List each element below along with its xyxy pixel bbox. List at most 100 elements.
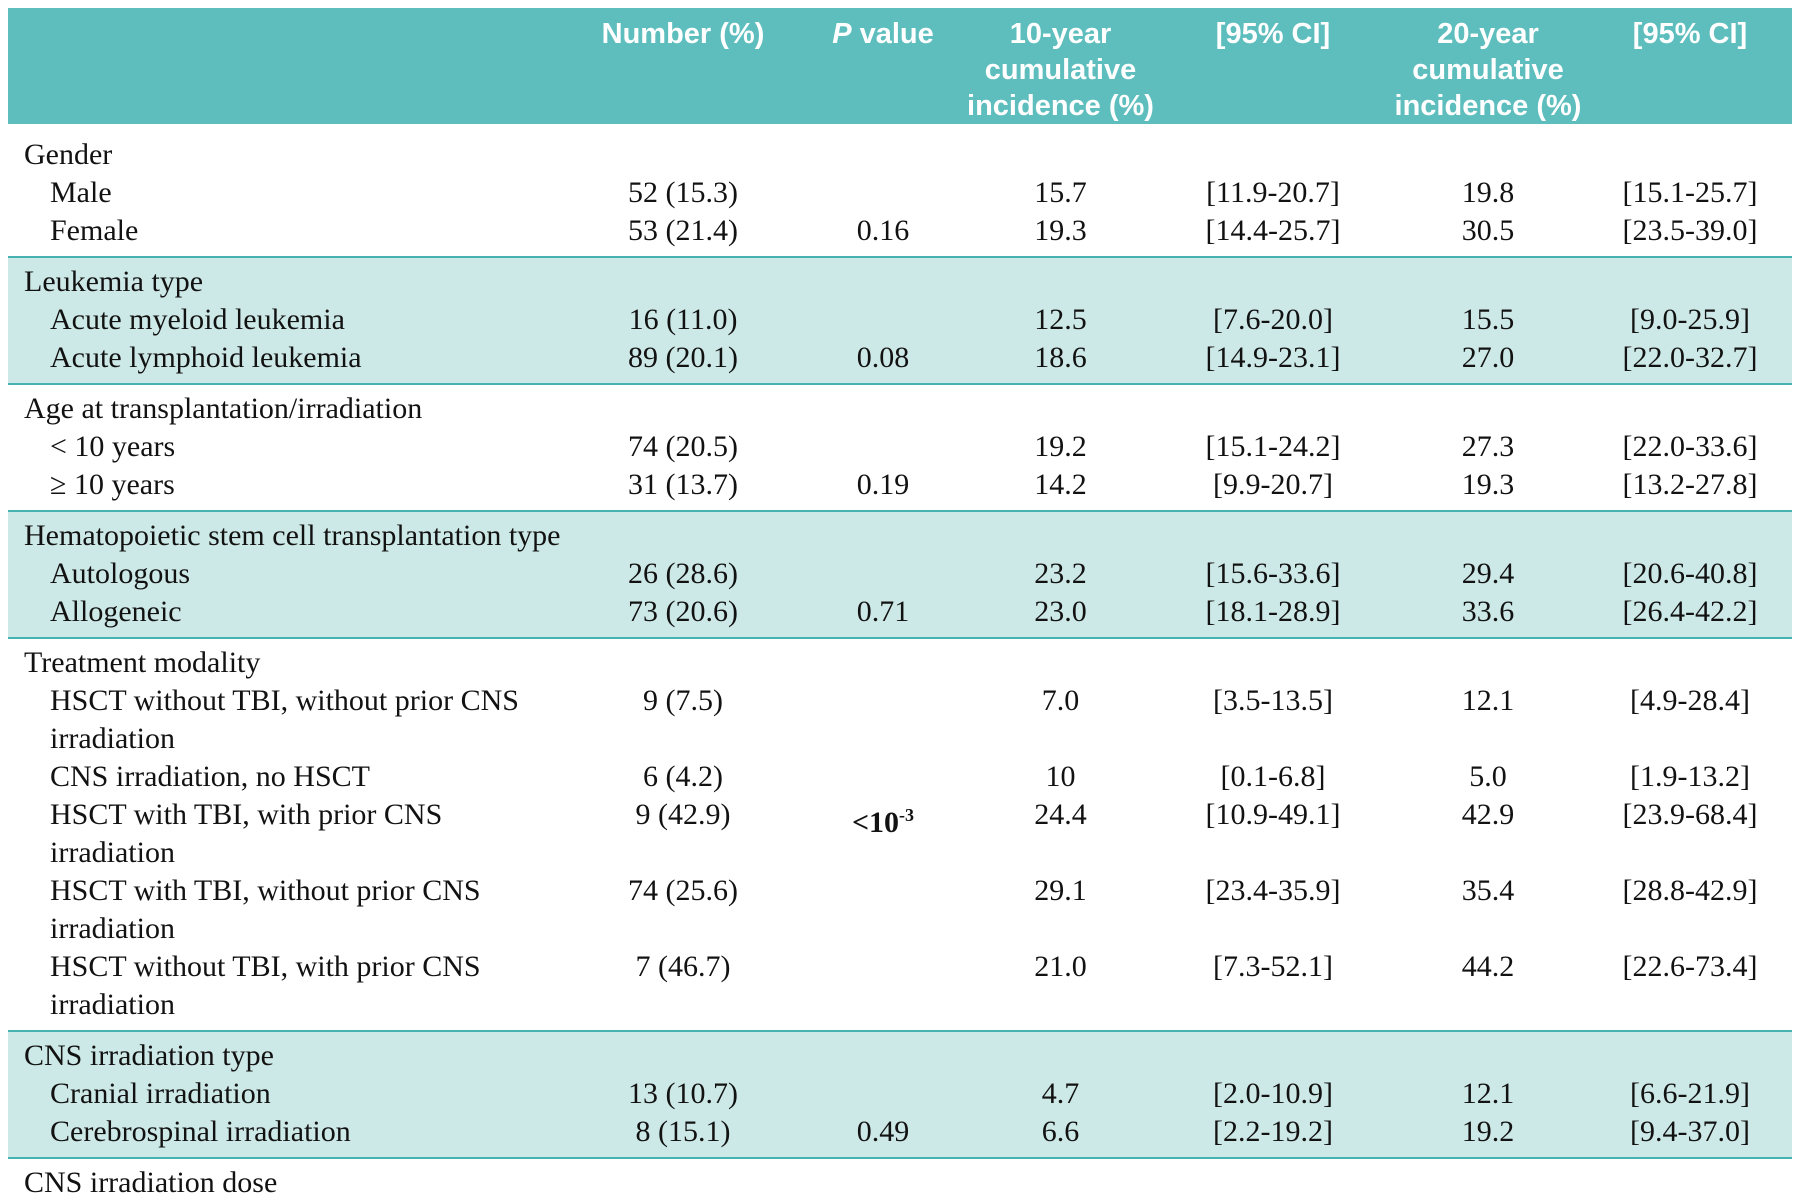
header-p-italic: P (832, 18, 852, 50)
group-label-row: Gender (8, 136, 1792, 174)
table-row: Cerebrospinal irradiation 8 (15.1) 0.49 6.6… (8, 1113, 1792, 1151)
group-label-row: Leukemia type (8, 263, 1792, 301)
table-section: CNS irradiation type Cranial irradiation 1… (8, 1030, 1792, 1159)
cell-number: 8 (15.1) (635, 1115, 731, 1148)
table-row: Female 53 (21.4) 0.16 19.3 [14.4-25.7] 30.5 [2… (8, 212, 1792, 250)
cell-p-value: <10-3 (851, 805, 915, 839)
row-label: Autologous (50, 557, 191, 590)
cell-incidence-10y: 14.2 (1034, 468, 1087, 501)
group-label: Hematopoietic stem cell transplantation … (24, 519, 561, 552)
cell-incidence-10y: 19.3 (1034, 214, 1087, 247)
table-section: Age at transplantation/irradiation < 10 y… (8, 385, 1792, 510)
cell-ci-20y: [22.0-33.6] (1622, 430, 1758, 463)
cell-p-value: 0.71 (856, 595, 910, 628)
group-label: Age at transplantation/irradiation (24, 392, 423, 425)
cell-p-value: 0.08 (856, 341, 910, 374)
table-row: Acute myeloid leukemia 16 (11.0) 12.5 [7.6-… (8, 301, 1792, 339)
cell-p-value (803, 301, 963, 339)
cell-number: 74 (20.5) (628, 430, 738, 463)
cell-incidence-20y: 5.0 (1469, 760, 1507, 793)
cell-ci-20y: [26.4-42.2] (1622, 595, 1758, 628)
cell-number: 6 (4.2) (643, 760, 723, 793)
row-label: HSCT without TBI, without prior CNS irra… (50, 684, 519, 755)
cell-incidence-10y: 10 (1045, 760, 1076, 793)
cell-ci-20y: [22.0-32.7] (1622, 341, 1758, 374)
table-row: HSCT without TBI, without prior CNS irra… (8, 682, 1792, 758)
cell-incidence-20y: 35.4 (1461, 874, 1515, 907)
cell-incidence-10y: 4.7 (1041, 1077, 1080, 1110)
table-row: ≥ 10 years 31 (13.7) 0.19 14.2 [9.9-20.7] 19.… (8, 466, 1792, 504)
cell-incidence-10y: 7.0 (1041, 684, 1080, 717)
table-row: < 10 years 74 (20.5) 19.2 [15.1-24.2] 27.3 [2… (8, 428, 1792, 466)
cell-number: 52 (15.3) (628, 176, 738, 209)
cell-number: 26 (28.6) (628, 557, 738, 590)
group-label: Gender (24, 138, 113, 171)
table-section: Leukemia type Acute myeloid leukemia 16 (1… (8, 256, 1792, 385)
cell-number: 73 (20.6) (628, 595, 738, 628)
table-section: Hematopoietic stem cell transplantation … (8, 510, 1792, 639)
header-p-value: P value (803, 16, 963, 124)
cell-ci-10y: [2.0-10.9] (1213, 1077, 1333, 1110)
table-row: Autologous 26 (28.6) 23.2 [15.6-33.6] 29.4 [2… (8, 555, 1792, 593)
row-label: < 10 years (50, 430, 176, 463)
cell-number: 16 (11.0) (628, 303, 738, 336)
cell-ci-20y: [15.1-25.7] (1622, 176, 1758, 209)
cell-p-value: 0.16 (856, 214, 910, 247)
table-row: Acute lymphoid leukemia 89 (20.1) 0.08 18.6… (8, 339, 1792, 377)
header-number: Number (%) (601, 18, 765, 50)
row-label: HSCT with TBI, with prior CNS irradiatio… (50, 798, 443, 869)
cell-p-value (803, 758, 963, 796)
cell-number: 53 (21.4) (628, 214, 738, 247)
cell-incidence-20y: 15.5 (1461, 303, 1515, 336)
header-20y-incidence: 20-year cumulative incidence (%) (1394, 18, 1582, 122)
cell-ci-20y: [6.6-21.9] (1630, 1077, 1750, 1110)
header-p-rest: value (851, 18, 934, 50)
cell-ci-20y: [20.6-40.8] (1622, 557, 1758, 590)
cell-ci-10y: [15.1-24.2] (1205, 430, 1341, 463)
cell-ci-10y: [7.6-20.0] (1213, 303, 1333, 336)
cell-incidence-10y: 24.4 (1034, 798, 1087, 831)
cell-p-value (803, 1075, 963, 1113)
table-row: HSCT without TBI, with prior CNS irradia… (8, 948, 1792, 1024)
cell-p-value (803, 174, 963, 212)
table-section: Gender Male 52 (15.3) 15.7 [11.9-20.7] 19.8 [1… (8, 124, 1792, 256)
row-label: HSCT with TBI, without prior CNS irradia… (50, 874, 481, 945)
cell-incidence-20y: 27.0 (1461, 341, 1515, 374)
cell-incidence-20y: 44.2 (1461, 950, 1515, 983)
row-label: CNS irradiation, no HSCT (50, 760, 370, 793)
cell-number: 74 (25.6) (628, 874, 738, 907)
table-row: HSCT with TBI, with prior CNS irradiatio… (8, 796, 1792, 872)
cell-ci-10y: [14.9-23.1] (1205, 341, 1341, 374)
group-label-row: CNS irradiation dose (8, 1164, 1792, 1197)
cell-ci-10y: [2.2-19.2] (1213, 1115, 1333, 1148)
cell-number: 89 (20.1) (628, 341, 738, 374)
cell-ci-20y: [9.0-25.9] (1630, 303, 1750, 336)
group-label: Leukemia type (24, 265, 204, 298)
cell-ci-10y: [11.9-20.7] (1206, 176, 1340, 209)
group-label-row: Treatment modality (8, 644, 1792, 682)
cell-ci-20y: [4.9-28.4] (1630, 684, 1750, 717)
cell-incidence-20y: 19.3 (1461, 468, 1515, 501)
row-label: Male (50, 176, 112, 209)
cell-number: 31 (13.7) (628, 468, 738, 501)
cell-p-value (803, 948, 963, 1024)
cell-ci-10y: [9.9-20.7] (1213, 468, 1333, 501)
cell-p-value (803, 872, 963, 948)
cell-p-value (803, 428, 963, 466)
group-label-row: Hematopoietic stem cell transplantation … (8, 517, 1792, 555)
header-variable-column (8, 16, 563, 124)
cell-ci-10y: [3.5-13.5] (1213, 684, 1333, 717)
cell-ci-10y: [10.9-49.1] (1205, 798, 1341, 831)
row-label: Cerebrospinal irradiation (50, 1115, 351, 1148)
table-row: Cranial irradiation 13 (10.7) 4.7 [2.0-10.9… (8, 1075, 1792, 1113)
group-label: CNS irradiation dose (24, 1166, 278, 1197)
cell-number: 9 (42.9) (635, 798, 731, 831)
cell-incidence-10y: 19.2 (1034, 430, 1087, 463)
row-label: Acute lymphoid leukemia (50, 341, 362, 374)
header-95ci-20y: [95% CI] (1632, 18, 1748, 50)
table-row: CNS irradiation, no HSCT 6 (4.2) 10 [0.1-6.… (8, 758, 1792, 796)
row-label: Cranial irradiation (50, 1077, 271, 1110)
cell-incidence-10y: 12.5 (1034, 303, 1087, 336)
row-label: HSCT without TBI, with prior CNS irradia… (50, 950, 481, 1021)
cell-ci-10y: [0.1-6.8] (1220, 760, 1326, 793)
